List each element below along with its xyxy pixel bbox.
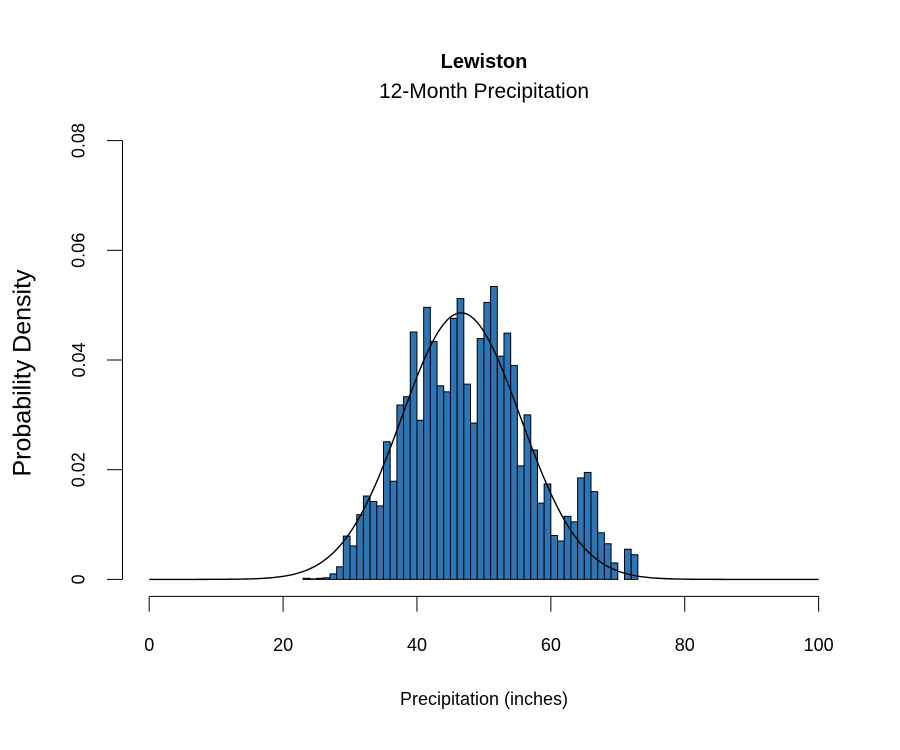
- svg-text:0.04: 0.04: [69, 342, 89, 377]
- svg-text:100: 100: [804, 635, 834, 655]
- svg-text:20: 20: [273, 635, 293, 655]
- svg-text:0.08: 0.08: [69, 123, 89, 158]
- svg-text:60: 60: [541, 635, 561, 655]
- svg-text:40: 40: [407, 635, 427, 655]
- svg-text:0.02: 0.02: [69, 452, 89, 487]
- svg-text:0.06: 0.06: [69, 233, 89, 268]
- svg-text:0: 0: [69, 574, 89, 584]
- svg-text:80: 80: [675, 635, 695, 655]
- svg-text:0: 0: [144, 635, 154, 655]
